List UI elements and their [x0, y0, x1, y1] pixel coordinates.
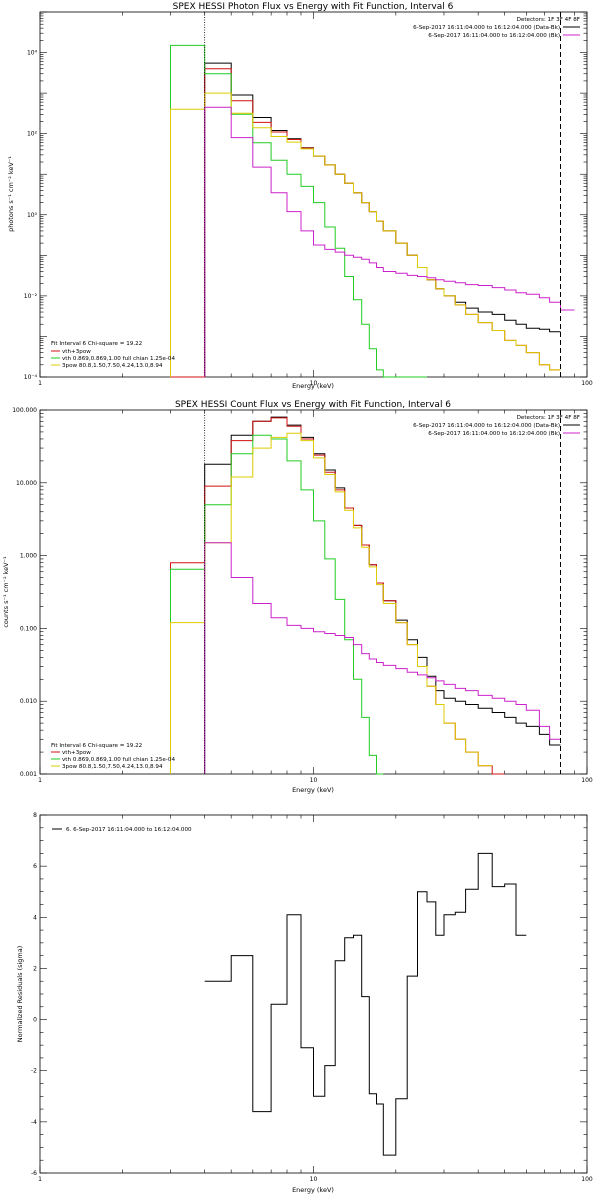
series-3pow-line: [170, 432, 493, 774]
series-layer: [170, 416, 561, 775]
series-3pow-line: [170, 92, 561, 377]
legend-vth: vth 0.869,0.869,1.00 full chian 1.25e-04: [62, 757, 175, 763]
chart-title: SPEX HESSI Photon Flux vs Energy with Fi…: [173, 2, 454, 12]
x-tick-label: 100: [581, 777, 593, 784]
data-bk-label: 6-Sep-2017 16:11:04.000 to 16:12:04.000 …: [413, 423, 560, 429]
axes: 1 10 100 -6 -4 -2 0 2 4 6 8: [31, 812, 593, 1183]
x-axis-label: Energy (keV): [292, 786, 334, 794]
photon-flux-panel: SPEX HESSI Photon Flux vs Energy with Fi…: [7, 2, 593, 390]
y-tick-label: 10.000: [16, 480, 37, 487]
y-tick-label: 10²: [27, 131, 38, 138]
fit-legend: Fit Interval 6 Chi-square = 19.22 vth+3p…: [51, 743, 175, 770]
chart-title: SPEX HESSI Count Flux vs Energy with Fit…: [175, 400, 451, 410]
x-axis-label: Energy (keV): [292, 382, 334, 390]
y-tick-label: 10⁻²: [24, 293, 38, 300]
legend-vth: vth 0.869,0.869,1.00 full chian 1.25e-04: [62, 356, 175, 362]
fit-info: Fit Interval 6 Chi-square = 19.22: [51, 341, 142, 347]
header-block: Detectors: 1F 3F 4F 8F 6-Sep-2017 16:11:…: [413, 17, 580, 39]
series-layer: [204, 852, 527, 1156]
series-4-line: [204, 542, 561, 774]
series-0-line: [204, 852, 527, 1156]
x-tick-label: 1: [38, 1176, 42, 1183]
y-tick-label: 0.001: [20, 771, 37, 778]
legend-vth3pow: vth+3pow: [62, 349, 91, 355]
y-tick-label: 4: [33, 914, 37, 921]
x-tick-label: 10: [310, 380, 318, 387]
fit-info: Fit Interval 6 Chi-square = 19.22: [51, 743, 142, 749]
series-4-line: [204, 106, 575, 377]
detectors-label: Detectors: 1F 3F 4F 8F: [517, 17, 580, 23]
x-tick-label: 1: [38, 380, 42, 387]
x-tick-label: 10: [310, 777, 318, 784]
y-axis-label: Normalized Residuals (sigma): [16, 946, 24, 1043]
legend-label: 6. 6-Sep-2017 16:11:04.000 to 16:12:04.0…: [66, 827, 192, 833]
detectors-label: Detectors: 1F 3F 4F 8F: [517, 415, 580, 421]
y-tick-label: 10⁻⁴: [24, 374, 38, 381]
count-flux-panel: SPEX HESSI Count Flux vs Energy with Fit…: [2, 400, 593, 794]
series-vth-line: [170, 44, 427, 378]
reference-lines: [204, 12, 561, 377]
plot-frame: [39, 814, 588, 1174]
bk-label: 6-Sep-2017 16:11:04.000 to 16:12:04.000 …: [428, 33, 560, 39]
y-axis-label: photons s⁻¹ cm⁻² keV⁻¹: [7, 156, 15, 232]
residuals-panel: 1 10 100 -6 -4 -2 0 2 4 6 8 Energy (keV) Normalize…: [16, 812, 593, 1194]
x-axis-label: Energy (keV): [292, 1186, 334, 1194]
x-tick-label: 100: [581, 380, 593, 387]
y-tick-label: 10⁰: [27, 212, 38, 219]
y-tick-label: 100.000: [12, 407, 37, 414]
series-layer: [170, 44, 575, 378]
legend-3pow: 3pow 80.8,1.50,7.50,4.24,13.0,8.94: [62, 764, 163, 770]
axes: 1 10 100 0.001 0.010 0.100 1.000 10.000 100.000: [12, 407, 593, 784]
series-vth-line: [170, 434, 384, 775]
fit-legend: Fit Interval 6 Chi-square = 19.22 vth+3p…: [51, 341, 175, 369]
x-tick-label: 10: [310, 1176, 318, 1183]
y-tick-label: 8: [33, 812, 37, 819]
y-tick-label: -6: [31, 1170, 37, 1177]
bk-label: 6-Sep-2017 16:11:04.000 to 16:12:04.000 …: [428, 431, 560, 437]
series-0-line: [204, 62, 561, 377]
series-0-line: [204, 416, 561, 774]
y-tick-label: -2: [31, 1068, 37, 1075]
y-tick-label: 0.100: [20, 625, 37, 632]
y-axis-label: counts s⁻¹ cm⁻² keV⁻¹: [2, 556, 10, 628]
y-tick-label: 0.010: [20, 698, 37, 705]
legend-3pow: 3pow 80.8,1.50,7.50,4.24,13.0,8.94: [62, 363, 163, 369]
y-tick-label: 0: [33, 1017, 37, 1024]
header-block: Detectors: 1F 3F 4F 8F 6-Sep-2017 16:11:…: [413, 415, 580, 437]
y-tick-label: 6: [33, 863, 37, 870]
x-tick-label: 1: [38, 777, 42, 784]
y-tick-label: -4: [31, 1119, 37, 1126]
data-bk-label: 6-Sep-2017 16:11:04.000 to 16:12:04.000 …: [413, 25, 560, 31]
y-tick-label: 1.000: [20, 553, 37, 560]
legend-vth3pow: vth+3pow: [62, 750, 91, 756]
series-vth3pow-line: [170, 417, 505, 775]
x-tick-label: 100: [581, 1176, 593, 1183]
y-tick-label: 2: [33, 965, 37, 972]
y-tick-label: 10⁴: [27, 50, 38, 57]
reference-lines: [204, 410, 561, 774]
plot-frame: [39, 409, 588, 775]
residual-legend: 6. 6-Sep-2017 16:11:04.000 to 16:12:04.0…: [52, 827, 192, 833]
